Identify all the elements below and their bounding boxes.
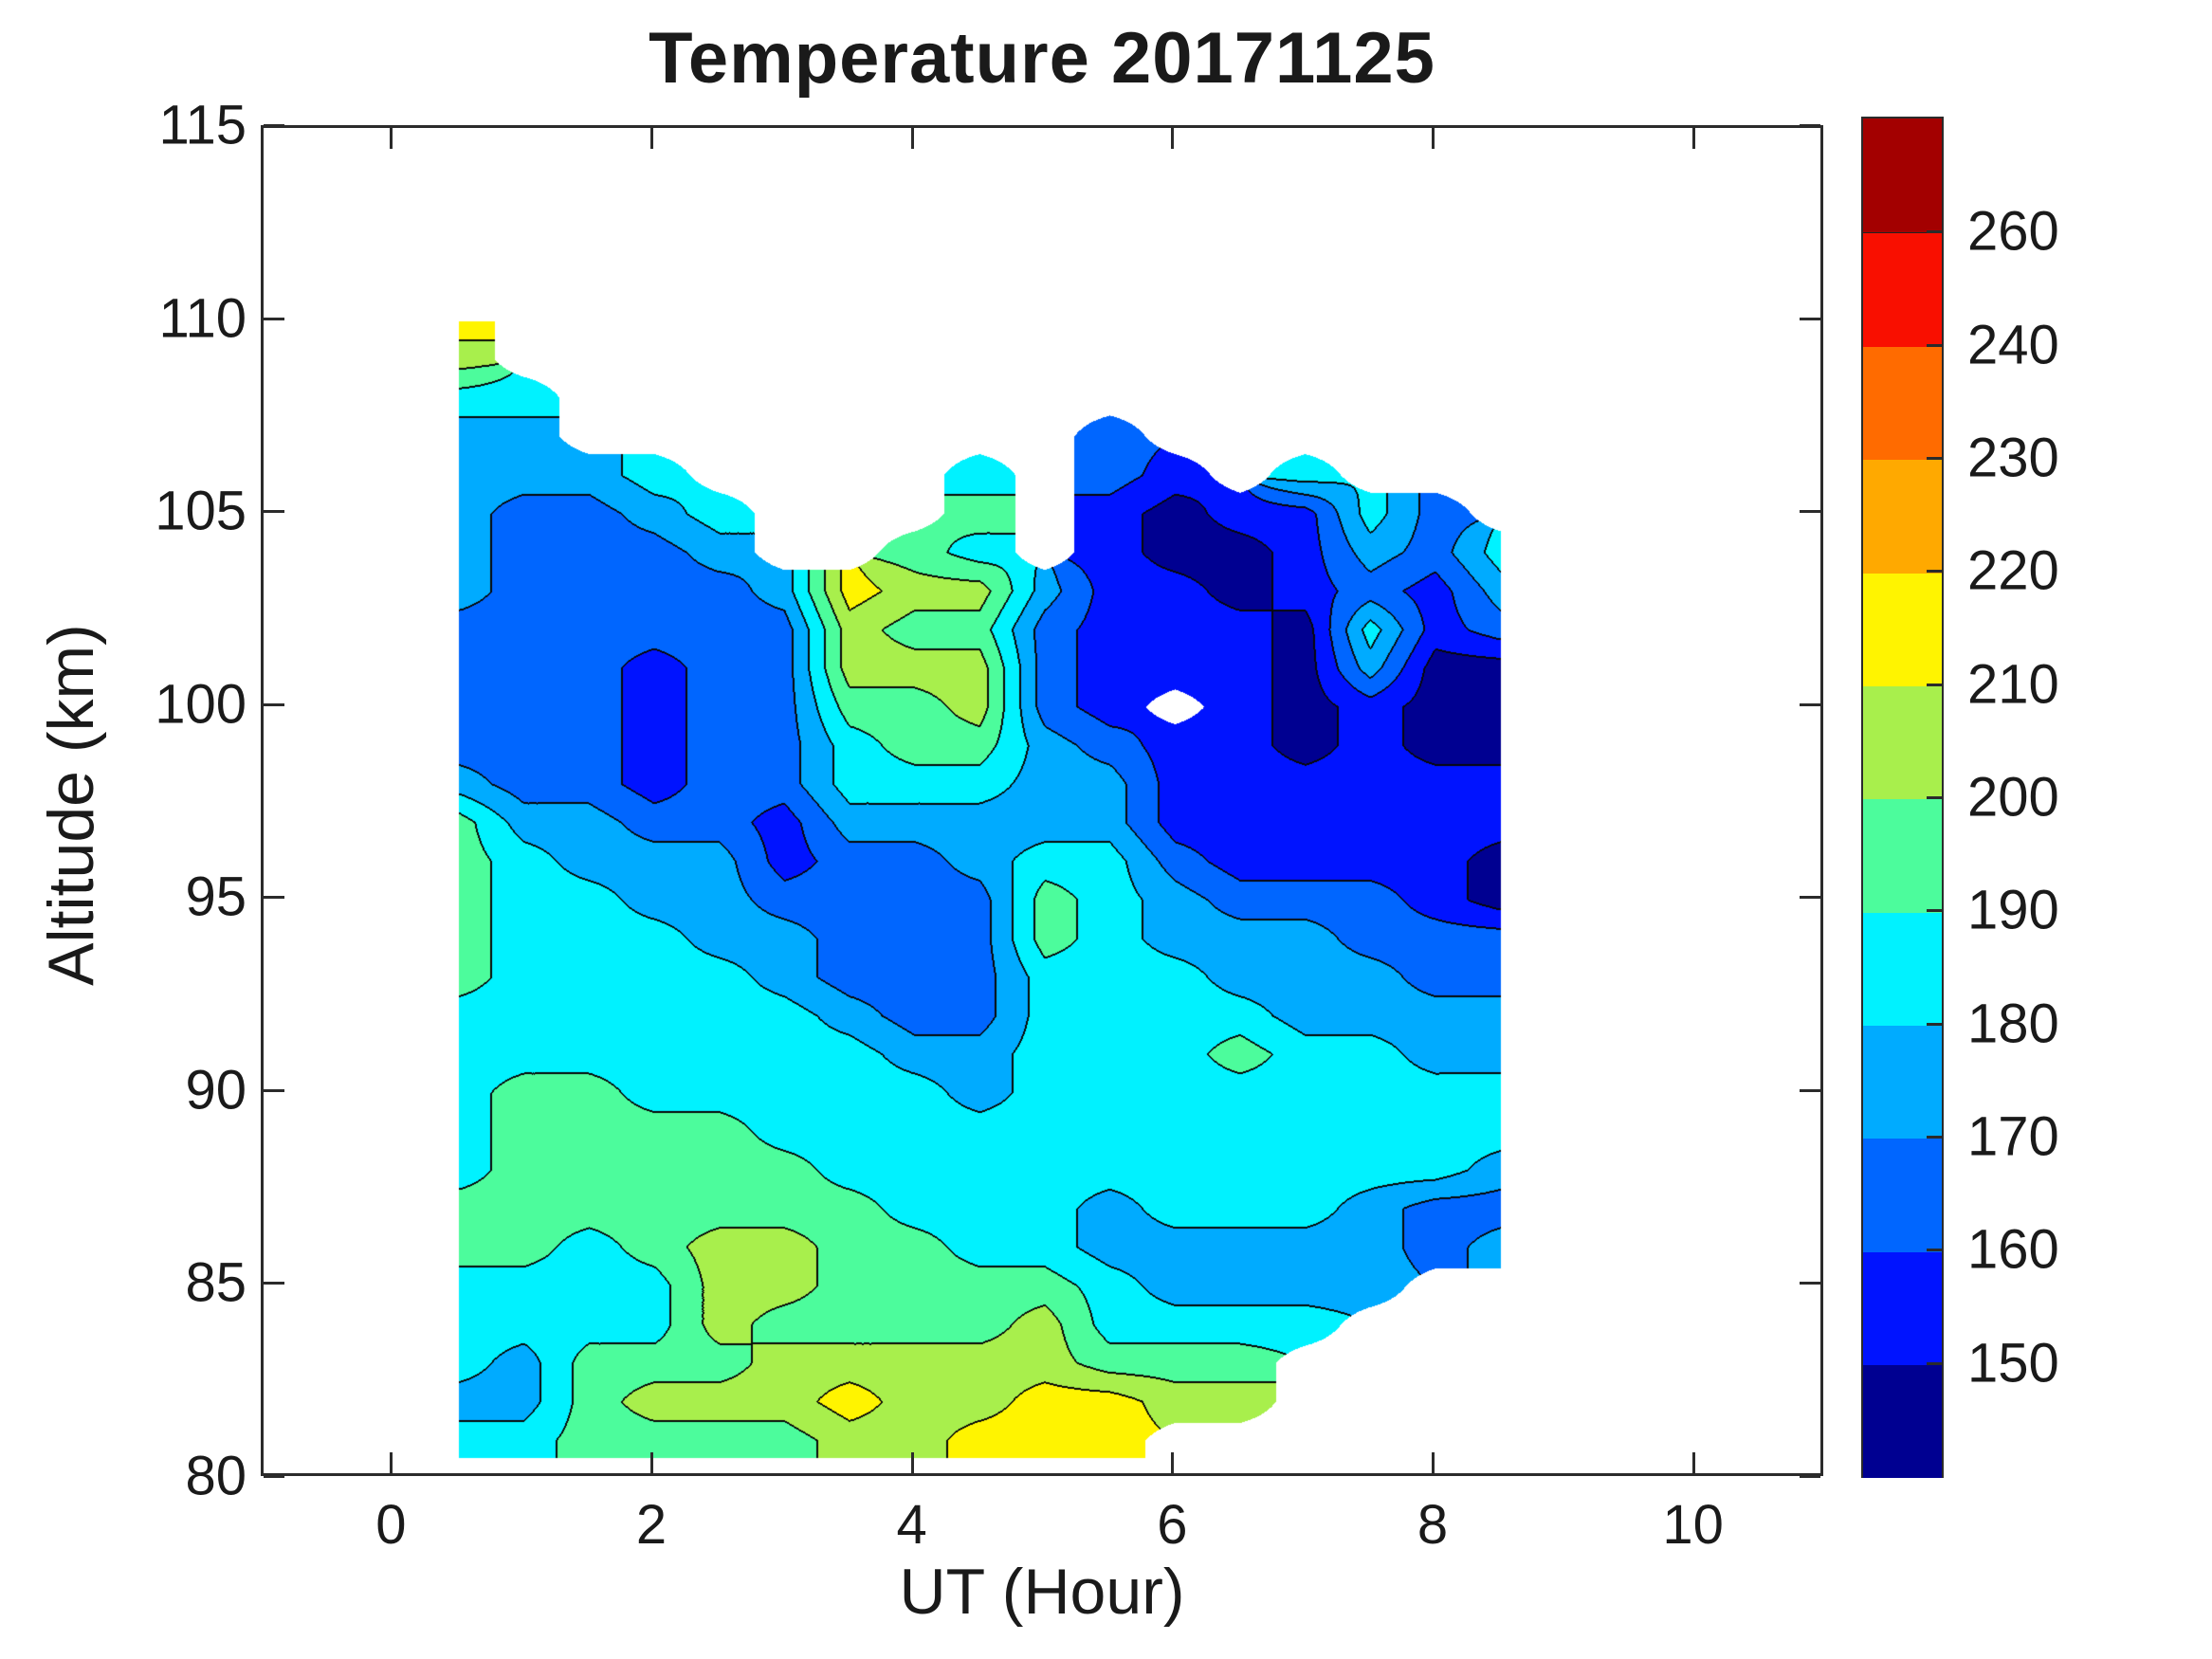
- axis-tick: [1691, 128, 1695, 149]
- axis-tick: [650, 1452, 653, 1473]
- axis-tick: [910, 1452, 914, 1473]
- axis-tick: [1432, 1452, 1435, 1473]
- colorbar-segment: [1863, 1362, 1942, 1479]
- colorbar-segment: [1863, 118, 1942, 232]
- colorbar-tick-label: 260: [1967, 200, 2059, 263]
- colorbar-tick-label: 190: [1967, 879, 2059, 941]
- axis-tick: [264, 510, 284, 514]
- y-tick-label: 105: [155, 480, 247, 542]
- colorbar-tick-label: 200: [1967, 766, 2059, 829]
- axis-tick: [264, 317, 284, 320]
- colorbar-tick: [1927, 909, 1942, 913]
- axis-tick: [910, 128, 914, 149]
- axis-tick: [1800, 510, 1820, 514]
- colorbar-tick: [1927, 683, 1942, 686]
- colorbar-segment: [1863, 684, 1942, 800]
- axis-tick: [1800, 317, 1820, 320]
- y-tick-label: 115: [158, 94, 247, 156]
- axis-tick: [390, 1452, 393, 1473]
- colorbar-tick: [1927, 1022, 1942, 1026]
- axis-tick: [1800, 896, 1820, 900]
- colorbar-segment: [1863, 571, 1942, 687]
- colorbar-segment: [1863, 231, 1942, 348]
- axis-tick: [1800, 124, 1820, 127]
- colorbar-tick-label: 180: [1967, 993, 2059, 1055]
- colorbar-tick: [1927, 796, 1942, 799]
- axis-tick: [264, 1088, 284, 1092]
- y-tick-label: 85: [185, 1251, 247, 1314]
- colorbar-segment: [1863, 458, 1942, 574]
- colorbar-tick-label: 150: [1967, 1332, 2059, 1395]
- colorbar-tick: [1927, 343, 1942, 347]
- axis-tick: [264, 1282, 284, 1285]
- colorbar-segment: [1863, 910, 1942, 1027]
- y-tick-label: 95: [185, 866, 247, 928]
- axis-tick: [264, 896, 284, 900]
- colorbar-segment: [1863, 1137, 1942, 1252]
- axis-tick: [390, 128, 393, 149]
- colorbar-tick-label: 220: [1967, 539, 2059, 602]
- colorbar-tick-label: 170: [1967, 1105, 2059, 1168]
- colorbar-tick: [1927, 230, 1942, 234]
- colorbar-tick: [1927, 1249, 1942, 1252]
- axis-tick: [1800, 1475, 1820, 1478]
- y-tick-label: 100: [155, 673, 247, 736]
- contour-canvas: [264, 128, 1820, 1473]
- colorbar: [1861, 117, 1944, 1479]
- y-tick-label: 80: [185, 1445, 247, 1507]
- y-tick-label: 110: [158, 287, 247, 350]
- chart-title: Temperature 20171125: [649, 18, 1435, 99]
- axis-tick: [264, 124, 284, 127]
- colorbar-segment: [1863, 1023, 1942, 1139]
- x-tick-label: 0: [375, 1494, 407, 1556]
- x-axis-label: UT (Hour): [899, 1556, 1185, 1628]
- axis-tick: [1432, 128, 1435, 149]
- axis-tick: [1171, 128, 1175, 149]
- x-tick-label: 10: [1662, 1494, 1724, 1556]
- y-tick-label: 90: [185, 1059, 247, 1121]
- colorbar-tick: [1927, 570, 1942, 574]
- x-tick-label: 4: [896, 1494, 927, 1556]
- colorbar-segment: [1863, 1249, 1942, 1366]
- axis-tick: [1800, 1088, 1820, 1092]
- axis-tick: [1691, 1452, 1695, 1473]
- colorbar-segment: [1863, 797, 1942, 913]
- axis-tick: [264, 702, 284, 706]
- colorbar-tick-label: 230: [1967, 427, 2059, 489]
- axis-tick: [1171, 1452, 1175, 1473]
- x-tick-label: 2: [635, 1494, 667, 1556]
- colorbar-segment: [1863, 344, 1942, 461]
- colorbar-tick: [1927, 1361, 1942, 1365]
- colorbar-tick-label: 240: [1967, 314, 2059, 376]
- x-tick-label: 8: [1417, 1494, 1449, 1556]
- axis-tick: [264, 1475, 284, 1478]
- axis-tick: [1800, 702, 1820, 706]
- colorbar-tick: [1927, 457, 1942, 460]
- colorbar-tick-label: 210: [1967, 653, 2059, 716]
- x-tick-label: 6: [1157, 1494, 1188, 1556]
- plot-area: [261, 125, 1823, 1476]
- colorbar-tick-label: 160: [1967, 1218, 2059, 1281]
- axis-tick: [1800, 1282, 1820, 1285]
- colorbar-tick: [1927, 1136, 1942, 1139]
- axis-tick: [650, 128, 653, 149]
